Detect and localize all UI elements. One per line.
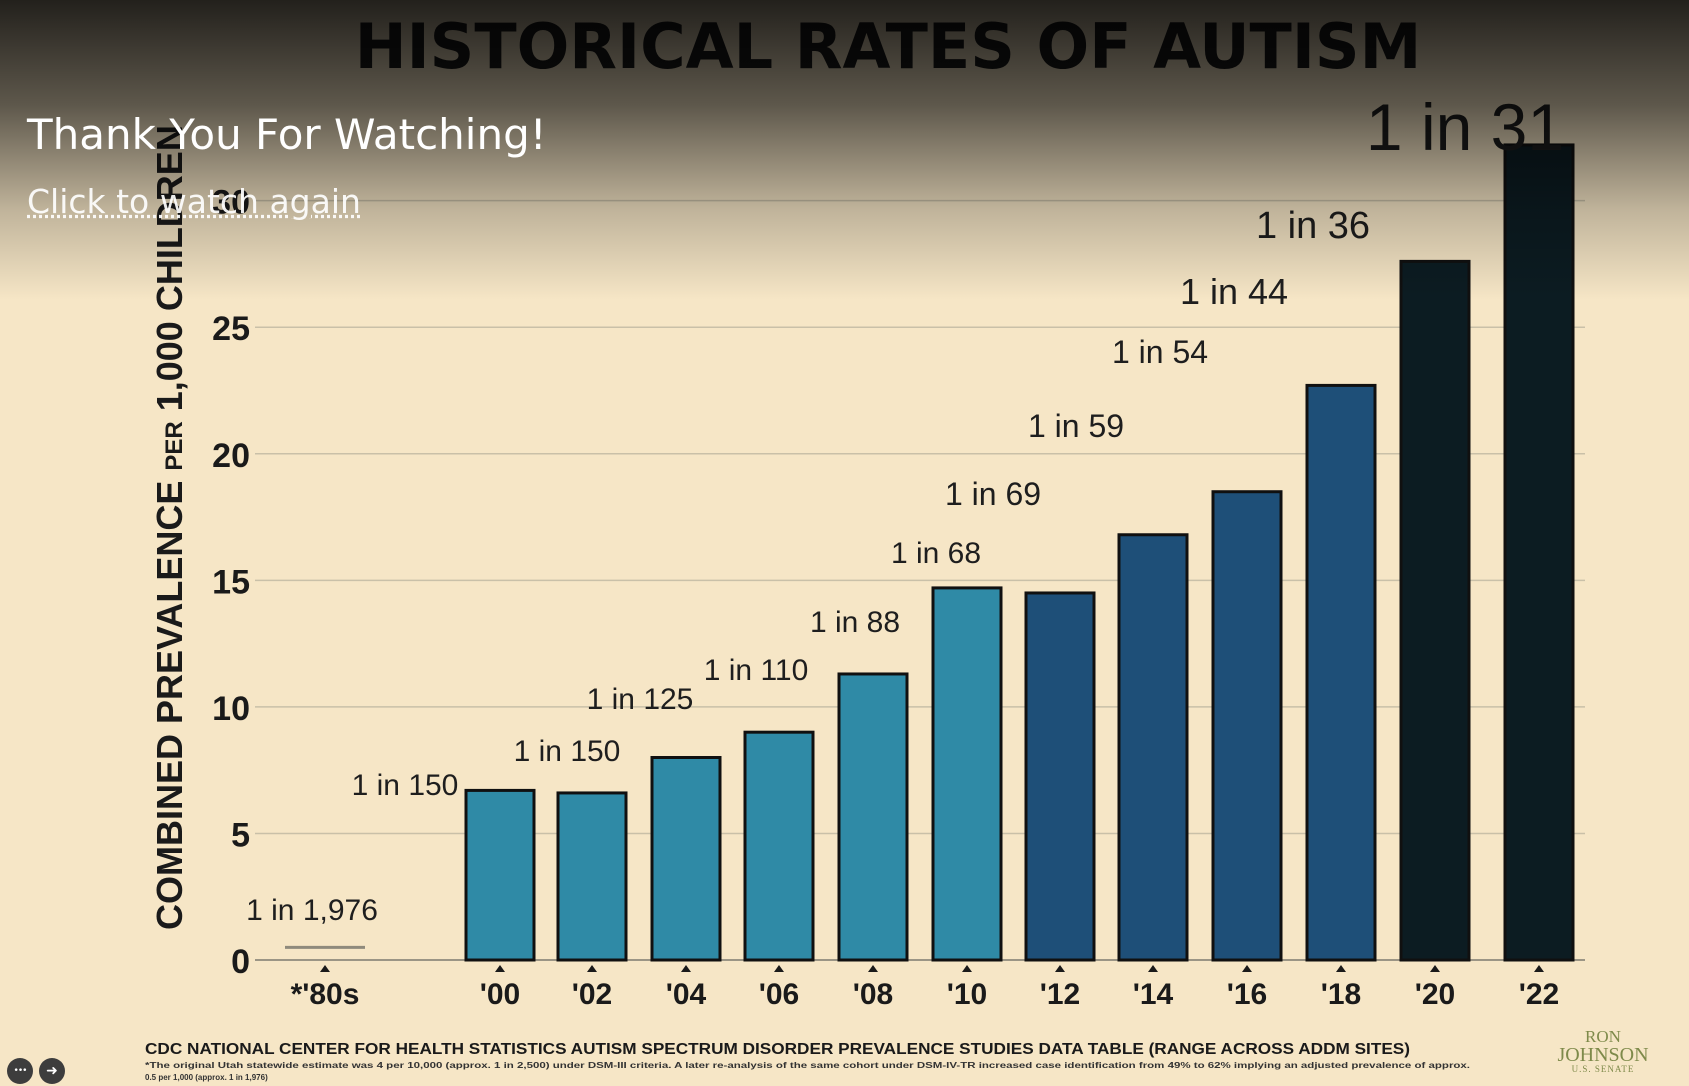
rate-label: 1 in 69 — [945, 476, 1041, 512]
bar — [743, 730, 815, 962]
rate-label: 1 in 59 — [1028, 408, 1124, 444]
bar — [1399, 259, 1471, 962]
chart-source: CDC NATIONAL CENTER FOR HEALTH STATISTIC… — [145, 1041, 1410, 1058]
x-tick-label: '16 — [1227, 978, 1268, 1011]
bar — [1117, 533, 1189, 962]
bar — [837, 672, 909, 962]
x-tick-marker — [1430, 965, 1440, 972]
end-screen-panel: Thank You For Watching! Click to watch a… — [27, 110, 547, 222]
y-tick-label: 0 — [231, 943, 250, 981]
rate-label: 1 in 125 — [587, 683, 694, 716]
x-tick-label: '14 — [1133, 978, 1174, 1011]
x-tick-marker — [495, 965, 505, 972]
y-tick-label: 20 — [212, 437, 250, 475]
grid — [255, 199, 1585, 961]
x-tick-marker — [320, 965, 330, 972]
rate-label: 1 in 44 — [1180, 271, 1288, 312]
x-tick-label: '04 — [666, 978, 707, 1011]
rate-label: 1 in 88 — [810, 606, 900, 639]
x-tick-label: '00 — [480, 978, 521, 1011]
rate-label: 1 in 68 — [891, 537, 981, 570]
rate-label: 1 in 150 — [352, 769, 459, 802]
rate-label: 1 in 110 — [704, 654, 809, 687]
y-tick-label: 15 — [212, 563, 250, 601]
chart-footnote-2: 0.5 per 1,000 (approx. 1 in 1,976) — [145, 1073, 268, 1082]
bar — [556, 791, 628, 962]
x-tick-marker — [1242, 965, 1252, 972]
bar — [650, 756, 722, 962]
x-tick-label: '22 — [1519, 978, 1560, 1011]
x-tick-marker — [774, 965, 784, 972]
x-tick-label: '10 — [947, 978, 988, 1011]
x-tick-label: *'80s — [291, 978, 360, 1011]
x-tick-marker — [1148, 965, 1158, 972]
x-tick-marker — [587, 965, 597, 972]
y-tick-label: 5 — [231, 816, 250, 854]
x-tick-labels: *'80s '00 '02 '04 '06 '08 '10 '12 '14 '16 '18 '20 '2… — [291, 965, 1560, 1011]
bar — [1211, 490, 1283, 962]
x-tick-label: '18 — [1321, 978, 1362, 1011]
chart-footnote-1: *The original Utah statewide estimate wa… — [145, 1061, 1470, 1070]
y-tick-label: 25 — [212, 310, 250, 348]
rate-label: 1 in 31 — [1366, 90, 1564, 164]
x-tick-label: '02 — [572, 978, 613, 1011]
bar — [1503, 143, 1575, 962]
y-axis-label: COMBINED PREVALENCEPER1,000 CHILDREN — [149, 125, 190, 930]
y-axis-label-small: PER — [161, 421, 188, 470]
watch-again-link[interactable]: Click to watch again — [27, 182, 361, 222]
rate-label: 1 in 54 — [1112, 334, 1208, 370]
x-tick-marker — [1336, 965, 1346, 972]
bar — [1024, 591, 1096, 962]
x-tick-marker — [1055, 965, 1065, 972]
y-axis-label-main: COMBINED PREVALENCE — [149, 481, 190, 930]
rate-label: 1 in 36 — [1256, 205, 1370, 247]
ron-johnson-logo: RON JOHNSON U.S. SENATE — [1557, 1027, 1649, 1074]
rate-label: 1 in 150 — [514, 735, 621, 768]
y-tick-label: 10 — [212, 690, 250, 728]
x-tick-marker — [962, 965, 972, 972]
bar — [464, 788, 536, 962]
x-tick-label: '08 — [853, 978, 894, 1011]
x-tick-marker — [681, 965, 691, 972]
x-tick-marker — [868, 965, 878, 972]
x-tick-label: '20 — [1415, 978, 1456, 1011]
rate-label: 1 in 1,976 — [246, 894, 378, 927]
more-icon[interactable]: ••• — [7, 1058, 33, 1084]
bar — [931, 586, 1003, 962]
share-icon[interactable]: ➜ — [39, 1058, 65, 1084]
x-tick-label: '12 — [1040, 978, 1081, 1011]
chart-title: HISTORICAL RATES OF AUTISM — [355, 10, 1422, 83]
x-tick-label: '06 — [759, 978, 800, 1011]
bar — [1305, 383, 1377, 962]
thank-you-message: Thank You For Watching! — [27, 110, 547, 159]
x-tick-marker — [1534, 965, 1544, 972]
